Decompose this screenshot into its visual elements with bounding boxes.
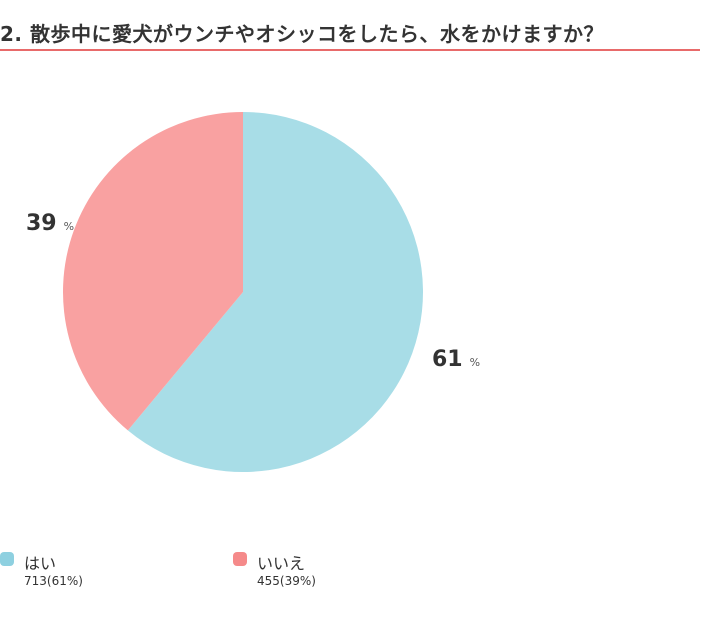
legend-label-yes: はい bbox=[24, 554, 57, 573]
pct-sign-yes: % bbox=[469, 356, 481, 369]
pct-value-yes: 61 bbox=[432, 347, 463, 372]
legend-label-no: いいえ bbox=[257, 554, 306, 573]
legend-swatch-yes bbox=[0, 552, 14, 566]
pct-value-no: 39 bbox=[26, 211, 57, 236]
pie-chart bbox=[63, 112, 423, 472]
title-underline bbox=[0, 49, 700, 51]
pct-label-yes: 61 % bbox=[432, 347, 480, 372]
chart-title: 2. 散歩中に愛犬がウンチやオシッコをしたら、水をかけますか？ bbox=[0, 22, 604, 46]
legend-value-no: 455(39%) bbox=[257, 574, 316, 588]
pie-slice-no[interactable] bbox=[63, 112, 243, 431]
pct-sign-no: % bbox=[63, 220, 75, 233]
legend-value-yes: 713(61%) bbox=[24, 574, 83, 588]
pie-slice-yes[interactable] bbox=[127, 112, 423, 472]
pct-label-no: 39 % bbox=[26, 211, 74, 236]
legend-swatch-no bbox=[233, 552, 247, 566]
